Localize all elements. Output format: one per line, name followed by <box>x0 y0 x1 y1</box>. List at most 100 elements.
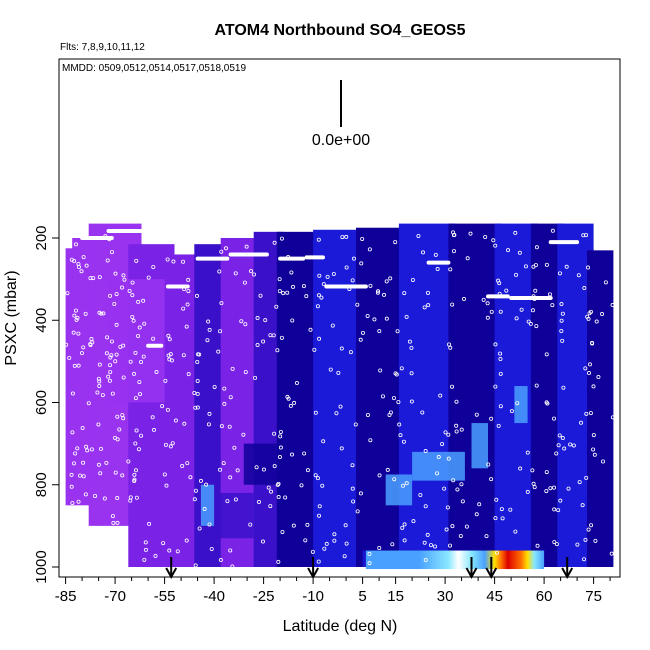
track-point <box>105 258 110 263</box>
track-point <box>79 351 84 356</box>
track-point <box>286 255 291 260</box>
track-point <box>458 533 463 538</box>
x-tick-label: 45 <box>486 588 503 605</box>
track-point <box>317 336 322 341</box>
track-point <box>279 236 284 241</box>
track-point <box>394 372 399 377</box>
track-point <box>294 381 299 386</box>
track-point <box>305 468 310 473</box>
track-point <box>136 299 141 304</box>
track-point <box>276 481 281 486</box>
track-point <box>435 267 440 272</box>
track-point <box>508 507 513 512</box>
track-point <box>146 275 151 280</box>
track-point <box>266 485 271 490</box>
track-point <box>301 284 306 289</box>
track-point <box>76 499 81 504</box>
track-point <box>610 303 615 308</box>
track-point <box>404 481 409 486</box>
flight-arrow-head <box>561 567 574 580</box>
track-point <box>169 358 174 363</box>
track-point <box>401 483 406 488</box>
track-point <box>104 460 109 465</box>
track-point <box>100 393 105 398</box>
track-point <box>127 288 132 293</box>
track-point <box>468 231 473 236</box>
track-point <box>75 446 80 451</box>
track-point <box>230 564 235 569</box>
track-point <box>112 435 117 440</box>
track-point <box>216 349 221 354</box>
track-point <box>194 293 199 298</box>
track-point <box>582 286 587 291</box>
track-point <box>113 271 118 276</box>
track-point <box>219 301 224 306</box>
track-point <box>278 434 283 439</box>
track-point <box>514 272 519 277</box>
track-point <box>483 234 488 239</box>
heatmap-patch <box>200 484 215 526</box>
y-axis-title: PSXC (mbar) <box>3 270 20 365</box>
track-point <box>376 289 381 294</box>
track-point <box>241 432 246 437</box>
track-point <box>464 524 469 529</box>
track-point <box>591 433 596 438</box>
track-point <box>88 276 93 281</box>
track-point <box>494 497 499 502</box>
track-point <box>196 352 201 357</box>
track-point <box>344 234 349 239</box>
track-point <box>451 233 456 238</box>
y-tick-label: 400 <box>33 308 50 333</box>
track-point <box>484 534 489 539</box>
track-point <box>97 384 102 389</box>
track-point <box>69 472 74 477</box>
track-point <box>117 427 122 432</box>
track-point <box>120 473 125 478</box>
track-point <box>109 250 114 255</box>
track-point <box>291 284 296 289</box>
track-point <box>400 525 405 530</box>
track-point <box>447 342 452 347</box>
track-point <box>139 433 144 438</box>
track-point <box>447 543 452 548</box>
track-point <box>108 370 113 375</box>
track-point <box>222 386 227 391</box>
track-point <box>410 277 415 282</box>
track-point <box>359 261 364 266</box>
dates-label: MMDD: 0509,0512,0514,0517,0518,0519 <box>62 63 246 74</box>
track-point <box>281 291 286 296</box>
track-point <box>105 335 110 340</box>
plot-area <box>64 223 615 570</box>
track-point <box>347 286 352 291</box>
track-point <box>317 513 322 518</box>
track-point <box>141 354 146 359</box>
x-tick-label: -70 <box>104 588 126 605</box>
track-point <box>317 273 322 278</box>
track-point <box>86 401 91 406</box>
track-point <box>377 329 382 334</box>
track-point <box>317 504 322 509</box>
track-point <box>585 265 590 270</box>
track-point <box>358 491 363 496</box>
track-point <box>263 318 268 323</box>
track-point <box>320 483 325 488</box>
track-point <box>432 544 437 549</box>
heatmap-patch <box>412 451 465 481</box>
track-point <box>252 272 257 277</box>
track-point <box>443 430 448 435</box>
track-point <box>404 314 409 319</box>
track-point <box>218 558 223 563</box>
track-point <box>104 351 109 356</box>
track-point <box>268 504 273 509</box>
track-point <box>436 455 441 460</box>
track-point <box>115 496 120 501</box>
track-point <box>167 548 172 553</box>
track-point <box>534 324 539 329</box>
track-point <box>588 309 593 314</box>
track-point <box>392 477 397 482</box>
track-point <box>581 233 586 238</box>
track-point <box>275 348 280 353</box>
x-tick-label: -55 <box>154 588 176 605</box>
scale-label: 0.0e+00 <box>312 132 370 149</box>
heatmap-patch <box>514 386 528 424</box>
